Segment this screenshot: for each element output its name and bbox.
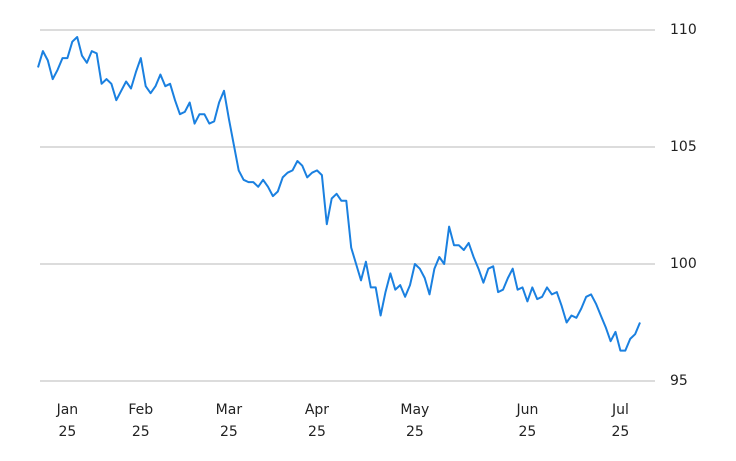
x-tick-label-line: 25	[58, 424, 76, 440]
x-tick-label: Jan 25	[56, 402, 79, 440]
x-tick-label-line: 25	[308, 424, 326, 440]
x-tick-label-line: Jun	[515, 402, 538, 418]
x-tick-label-line: Jul	[611, 402, 629, 418]
x-tick-label: May 25	[400, 402, 429, 440]
x-tick-label-line: Jan	[56, 402, 79, 418]
x-tick-label-line: May	[400, 402, 429, 418]
x-tick-label-line: 25	[519, 424, 537, 440]
x-tick-label-line: Mar	[216, 402, 243, 418]
price-line	[37, 36, 641, 352]
x-tick-label-line: 25	[612, 424, 630, 440]
x-tick-label: Jun 25	[515, 402, 538, 440]
y-tick-label: 100	[670, 256, 697, 272]
x-tick-label-line: 25	[132, 424, 150, 440]
x-tick-label-line: Feb	[128, 402, 153, 418]
y-tick-label: 95	[670, 373, 688, 389]
x-tick-label: Jul 25	[611, 402, 629, 440]
x-tick-label: Apr 25	[305, 402, 329, 440]
x-tick-label: Feb 25	[128, 402, 153, 440]
y-tick-label: 110	[670, 22, 697, 38]
x-tick-label-line: 25	[220, 424, 238, 440]
x-tick-label: Mar 25	[216, 402, 243, 440]
y-tick-label: 105	[670, 139, 697, 155]
x-tick-label-line: Apr	[305, 402, 329, 418]
x-tick-label-line: 25	[406, 424, 424, 440]
